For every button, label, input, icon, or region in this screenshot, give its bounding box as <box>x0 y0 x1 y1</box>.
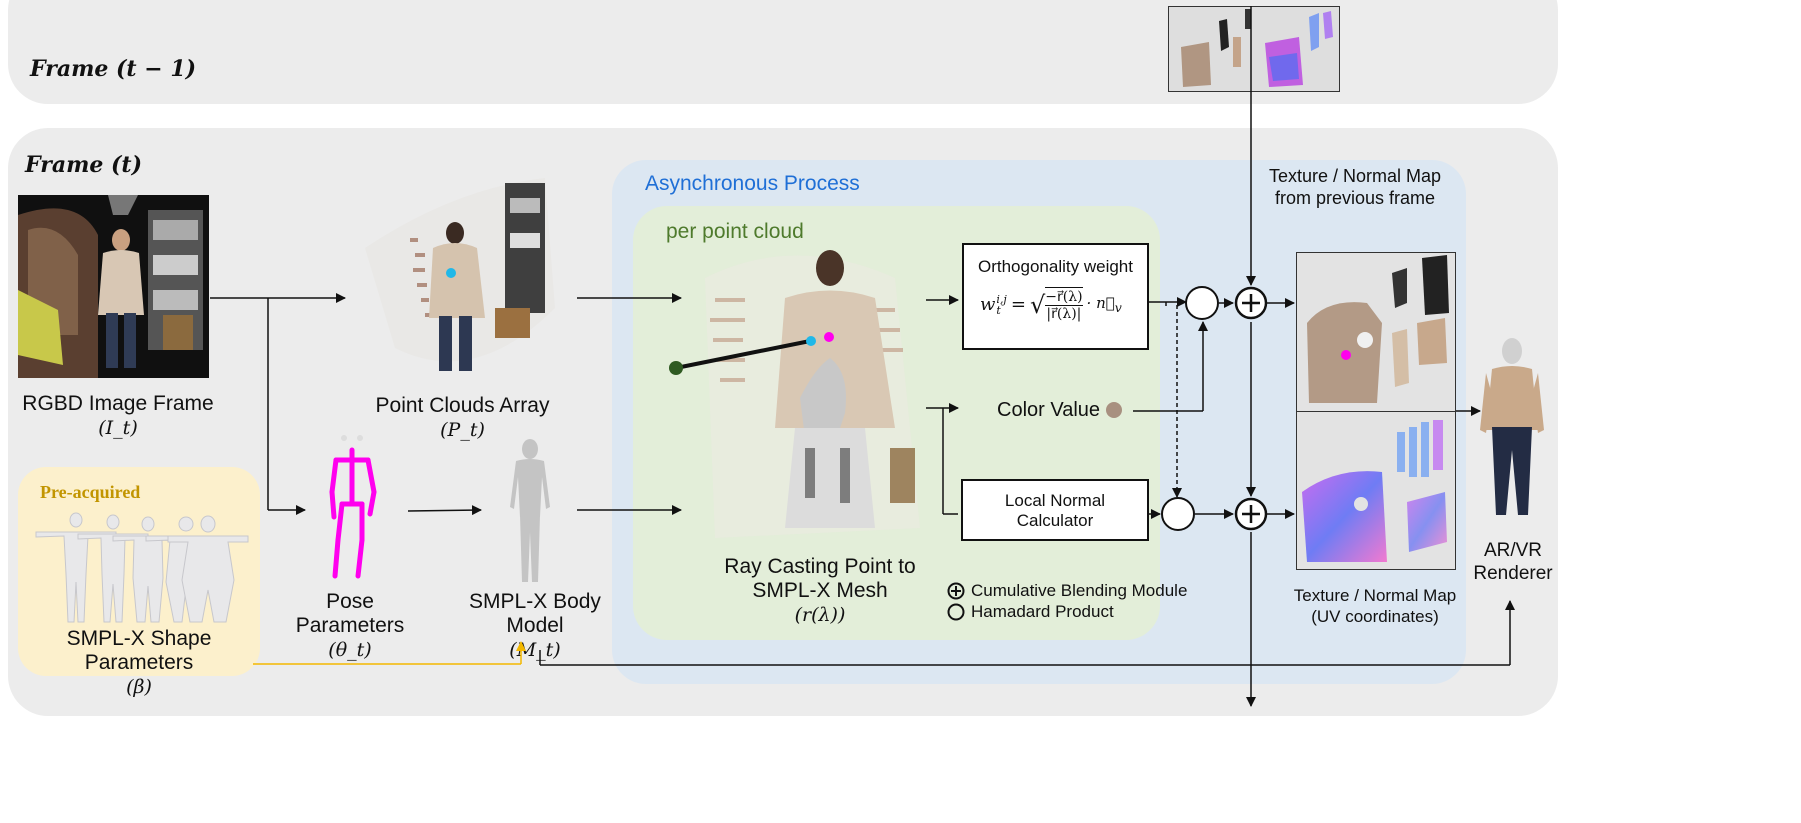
hadamard-circle-icon <box>1161 497 1195 531</box>
ray-casting-line1: Ray Casting Point to <box>724 555 916 578</box>
texture-out-line2: (UV coordinates) <box>1311 607 1439 626</box>
texture-map-image <box>1296 252 1456 412</box>
ray-casting-label: Ray Casting Point to SMPL-X Mesh (r(λ)) <box>705 555 935 627</box>
plus-circle-icon <box>1234 286 1268 320</box>
pose-label-text: Pose Parameters <box>295 590 405 637</box>
renderer-label: AR/VR Renderer <box>1468 539 1558 585</box>
ray-casting-line2: SMPL-X Mesh <box>752 579 888 602</box>
hadamard-circle-icon <box>947 603 965 621</box>
shape-symbol: (β) <box>126 676 152 698</box>
texture-out-line1: Texture / Normal Map <box>1293 586 1457 605</box>
local-normal-line2: Calculator <box>1016 511 1094 530</box>
formula-numerator: −r⃗(λ) <box>1045 289 1083 306</box>
legend-hadamard: Hamadard Product <box>947 602 1114 622</box>
preacquired-title: Pre-acquired <box>40 482 141 502</box>
pose-label: Pose Parameters (θ_t) <box>270 590 430 662</box>
texture-prev-label: Texture / Normal Map from previous frame <box>1250 165 1460 209</box>
legend-blending-text: Cumulative Blending Module <box>971 581 1188 600</box>
texture-point-magenta <box>1341 350 1351 360</box>
formula-denominator: |r⃗(λ)| <box>1046 306 1082 322</box>
local-normal-line1: Local Normal <box>1004 491 1106 510</box>
ray-casting-image <box>665 238 922 544</box>
orthogonality-formula: w i,j t = √ −r⃗(λ) |r⃗(λ)| · n⃗v <box>980 287 1122 322</box>
pose-symbol: (θ_t) <box>328 639 372 661</box>
legend-blending: Cumulative Blending Module <box>947 581 1187 601</box>
plus-circle-icon <box>1234 497 1268 531</box>
point-marker-cyan <box>446 268 456 278</box>
formula-sup: i,j <box>996 292 1007 306</box>
formula-sub: t <box>996 303 1001 317</box>
hadamard-circle-icon <box>1185 286 1219 320</box>
rgbd-label-text: RGBD Image Frame <box>22 392 214 415</box>
point-clouds-label: Point Clouds Array (P_t) <box>360 394 565 442</box>
point-clouds-label-text: Point Clouds Array <box>375 394 550 417</box>
rgbd-image <box>18 195 209 378</box>
orthogonality-weight-box: Orthogonality weight w i,j t = √ −r⃗(λ) |r… <box>962 243 1149 350</box>
ray-hit-cyan-dot <box>806 336 816 346</box>
texture-prev-line1: Texture / Normal Map <box>1268 166 1442 186</box>
point-clouds-symbol: (P_t) <box>440 419 485 441</box>
texture-prev-line2: from previous frame <box>1274 188 1436 208</box>
rgbd-symbol: (I_t) <box>98 417 138 439</box>
smplx-body-image <box>500 437 560 587</box>
smplx-shapes-image <box>28 512 250 624</box>
renderer-line1: AR/VR <box>1483 540 1543 561</box>
pose-skeleton-image <box>318 432 388 582</box>
texture-out-label: Texture / Normal Map (UV coordinates) <box>1270 585 1480 627</box>
per-point-cloud-title: per point cloud <box>666 220 804 243</box>
prev-texture-image <box>1168 6 1340 92</box>
smplx-body-label-text: SMPL-X Body Model <box>469 590 601 637</box>
point-clouds-image <box>355 178 560 386</box>
frame-prev-label: Frame (t − 1) <box>30 56 197 82</box>
plus-circle-icon <box>947 582 965 600</box>
color-value-label: Color Value <box>997 399 1101 421</box>
formula-w: w <box>980 293 996 315</box>
ray-hit-magenta-dot <box>824 332 834 342</box>
async-process-title: Asynchronous Process <box>645 172 860 195</box>
shape-label-text: SMPL-X Shape Parameters <box>66 627 212 674</box>
shape-label: SMPL-X Shape Parameters (β) <box>18 627 260 699</box>
normal-map-image <box>1296 412 1456 570</box>
legend-hadamard-text: Hamadard Product <box>971 602 1114 621</box>
color-value-swatch <box>1106 402 1122 418</box>
local-normal-calculator-box: Local Normal Calculator <box>961 479 1149 541</box>
ray-origin-dot <box>669 361 683 375</box>
arrow-icon <box>407 505 482 516</box>
formula-tail-sub: v <box>1114 300 1122 315</box>
rgbd-label: RGBD Image Frame (I_t) <box>18 392 218 440</box>
renderer-line2: Renderer <box>1473 563 1553 584</box>
ray-casting-symbol: (r(λ)) <box>794 604 846 626</box>
avatar-image <box>1478 335 1546 520</box>
formula-tail: · n⃗ <box>1086 294 1115 312</box>
orthogonality-title: Orthogonality weight <box>978 257 1133 276</box>
frame-curr-label: Frame (t) <box>25 152 142 178</box>
